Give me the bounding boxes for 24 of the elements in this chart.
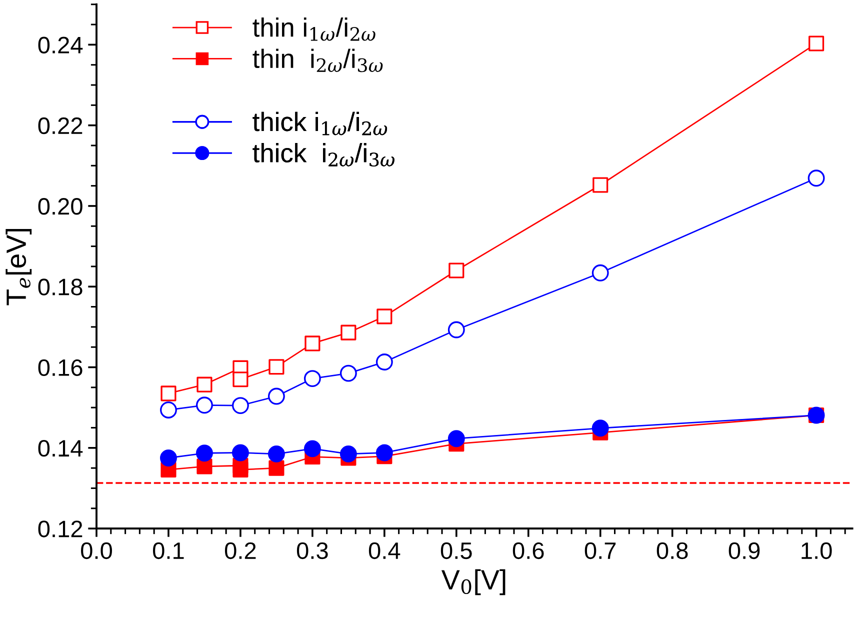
y-tick-label: 0.18 — [38, 278, 82, 296]
x-tick-label: 0.0 — [81, 542, 112, 560]
x-tick-label: 1.0 — [802, 542, 832, 560]
legend-label: thick i$_{2ω}$/i$_{3ω}$ — [252, 143, 394, 167]
y-tick-label: 0.12 — [38, 520, 82, 538]
x-tick-label: 0.8 — [656, 542, 688, 560]
x-tick-label: 0.2 — [224, 542, 256, 560]
x-tick-label: 0.1 — [152, 542, 184, 560]
x-tick-label: 0.5 — [440, 542, 472, 560]
y-tick-label: 0.24 — [38, 36, 83, 54]
x-axis-title: V$_{0}$[V] — [441, 569, 506, 596]
x-tick-label: 0.4 — [368, 542, 400, 560]
y-tick-label: 0.16 — [38, 359, 82, 376]
y-tick-label: 0.22 — [38, 117, 82, 134]
y-tick-label: 0.20 — [38, 198, 82, 215]
x-tick-label: 0.6 — [512, 542, 544, 560]
y-tick-label: 0.14 — [38, 440, 83, 457]
x-tick-label: 0.7 — [584, 542, 616, 560]
legend-label: thick i$_{1ω}$/i$_{2ω}$ — [252, 112, 388, 136]
x-tick-label: 0.9 — [728, 542, 760, 560]
legend-label: thin i$_{2ω}$/i$_{3ω}$ — [252, 48, 383, 72]
y-axis-title: T$_{e}$[eV] — [6, 229, 32, 306]
x-tick-label: 0.3 — [296, 542, 328, 560]
legend-label: thin i$_{1ω}$/i$_{2ω}$ — [252, 17, 376, 41]
